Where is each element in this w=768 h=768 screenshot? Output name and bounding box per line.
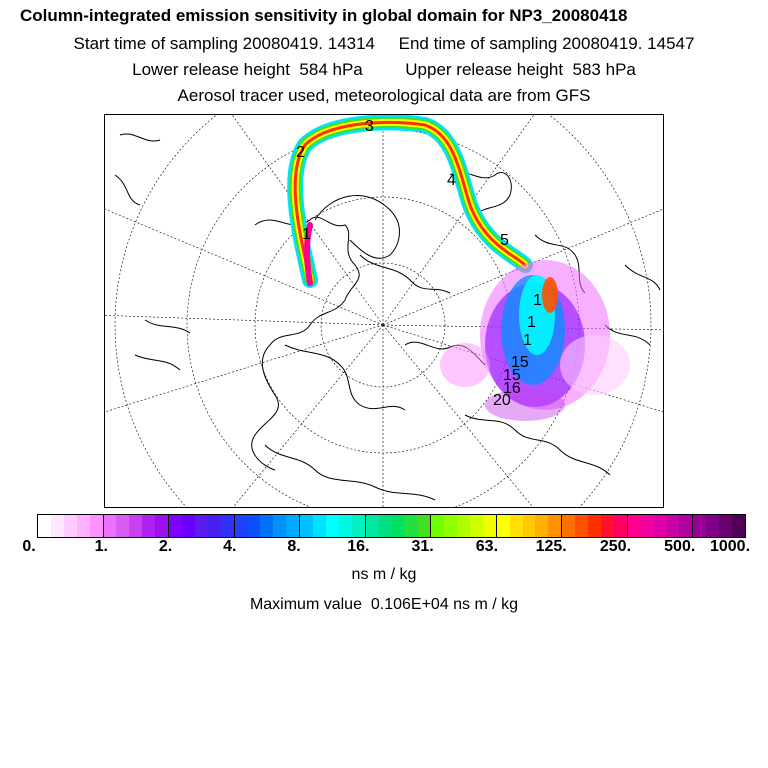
colorbar-tick-label: 1. bbox=[94, 538, 108, 555]
colorbar-tick-label: 63. bbox=[475, 538, 499, 555]
colorbar-segment bbox=[600, 515, 614, 537]
colorbar-segment bbox=[181, 515, 195, 537]
colorbar bbox=[37, 514, 746, 538]
colorbar-segment bbox=[89, 515, 104, 537]
colorbar-segment bbox=[194, 515, 208, 537]
colorbar-segment bbox=[378, 515, 392, 537]
colorbar-segment bbox=[431, 515, 445, 537]
colorbar-segment bbox=[220, 515, 235, 537]
colorbar-segment bbox=[247, 515, 261, 537]
day-label: 1 bbox=[302, 226, 311, 243]
colorbar-unit: ns m / kg bbox=[351, 566, 417, 583]
colorbar-segment bbox=[588, 515, 601, 537]
colorbar-segment bbox=[50, 515, 64, 537]
colorbar-segment bbox=[338, 515, 352, 537]
coastlines bbox=[114, 133, 661, 501]
colorbar-segment bbox=[640, 515, 654, 537]
colorbar-segment bbox=[562, 515, 576, 537]
colorbar-tick-label: 1000. bbox=[709, 538, 751, 555]
colorbar-segment bbox=[286, 515, 301, 537]
colorbar-segment bbox=[732, 515, 745, 537]
colorbar-segment bbox=[142, 515, 156, 537]
colorbar-segment bbox=[260, 515, 274, 537]
colorbar-segment bbox=[469, 515, 483, 537]
colorbar-segment bbox=[417, 515, 432, 537]
colorbar-segment bbox=[325, 515, 339, 537]
colorbar-segment bbox=[719, 515, 733, 537]
colorbar-tick-label: 2. bbox=[158, 538, 173, 555]
day-label: 1 bbox=[533, 292, 542, 309]
colorbar-segment bbox=[679, 515, 694, 537]
colorbar-segment bbox=[509, 515, 523, 537]
polar-map-svg: 1 2 3 4 5 1 1 1 15 15 16 20 bbox=[105, 115, 663, 507]
day-label: 1 bbox=[527, 314, 536, 331]
colorbar-tick-label: 500. bbox=[664, 538, 696, 555]
day-label: 15 bbox=[503, 367, 521, 384]
colorbar-segment bbox=[103, 515, 117, 537]
colorbar-segment bbox=[666, 515, 680, 537]
colorbar-segment bbox=[155, 515, 170, 537]
colorbar-segment bbox=[273, 515, 287, 537]
colorbar-tick-label: 31. bbox=[411, 538, 434, 555]
maximum-value-line: Maximum value 0.106E+04 ns m / kg bbox=[249, 596, 519, 613]
release-height-line: Lower release height 584 hPa Upper relea… bbox=[132, 60, 636, 79]
colorbar-segment bbox=[63, 515, 77, 537]
colorbar-segment bbox=[169, 515, 182, 537]
colorbar-segment bbox=[706, 515, 720, 537]
colorbar-segment bbox=[613, 515, 628, 537]
colorbar-segment bbox=[38, 515, 51, 537]
colorbar-segment bbox=[76, 515, 90, 537]
plume-spread bbox=[440, 260, 630, 421]
sampling-time-line: Start time of sampling 20080419. 14314 E… bbox=[73, 34, 695, 53]
colorbar-segment bbox=[444, 515, 457, 537]
colorbar-tick-label: 125. bbox=[535, 538, 567, 555]
colorbar-segment bbox=[234, 515, 248, 537]
day-label: 15 bbox=[511, 354, 529, 371]
day-label: 20 bbox=[493, 392, 511, 409]
map-panel: 1 2 3 4 5 1 1 1 15 15 16 20 bbox=[104, 114, 664, 508]
day-label: 16 bbox=[503, 380, 521, 397]
day-label: 4 bbox=[447, 172, 456, 189]
colorbar-segment bbox=[351, 515, 366, 537]
trajectory-plume bbox=[287, 115, 533, 288]
colorbar-segment bbox=[365, 515, 379, 537]
plot-title: Column-integrated emission sensitivity i… bbox=[20, 6, 628, 25]
day-label: 5 bbox=[500, 232, 509, 249]
colorbar-tick-label: 16. bbox=[347, 538, 370, 555]
colorbar-segment bbox=[129, 515, 143, 537]
day-label: 2 bbox=[296, 144, 305, 161]
colorbar-segment bbox=[391, 515, 405, 537]
colorbar-segment bbox=[548, 515, 563, 537]
colorbar-tick-labels: 0. 1. 2. 4. 8. 16. 31. 63. 125. 250. 500. 1000. bbox=[0, 538, 768, 558]
colorbar-segment bbox=[404, 515, 418, 537]
colorbar-segment bbox=[313, 515, 326, 537]
colorbar-segment bbox=[116, 515, 130, 537]
colorbar-segment bbox=[522, 515, 536, 537]
colorbar-segment bbox=[627, 515, 641, 537]
colorbar-segment bbox=[457, 515, 470, 537]
day-label: 1 bbox=[523, 332, 532, 349]
colorbar-segment bbox=[300, 515, 314, 537]
colorbar-segment bbox=[207, 515, 221, 537]
day-label: 3 bbox=[365, 118, 374, 135]
trajectory-day-labels: 1 2 3 4 5 1 1 1 15 15 16 20 bbox=[296, 118, 542, 409]
colorbar-segment bbox=[575, 515, 589, 537]
colorbar-tick-label: 250. bbox=[599, 538, 632, 555]
colorbar-segment bbox=[535, 515, 549, 537]
colorbar-segment bbox=[482, 515, 497, 537]
colorbar-tick-label: 0. bbox=[22, 538, 36, 555]
colorbar-tick-label: 8. bbox=[287, 538, 301, 555]
colorbar-segment bbox=[653, 515, 667, 537]
tracer-info-line: Aerosol tracer used, meteorological data… bbox=[177, 86, 591, 105]
colorbar-tick-label: 4. bbox=[223, 538, 237, 555]
colorbar-segment bbox=[496, 515, 510, 537]
colorbar-segment bbox=[693, 515, 707, 537]
